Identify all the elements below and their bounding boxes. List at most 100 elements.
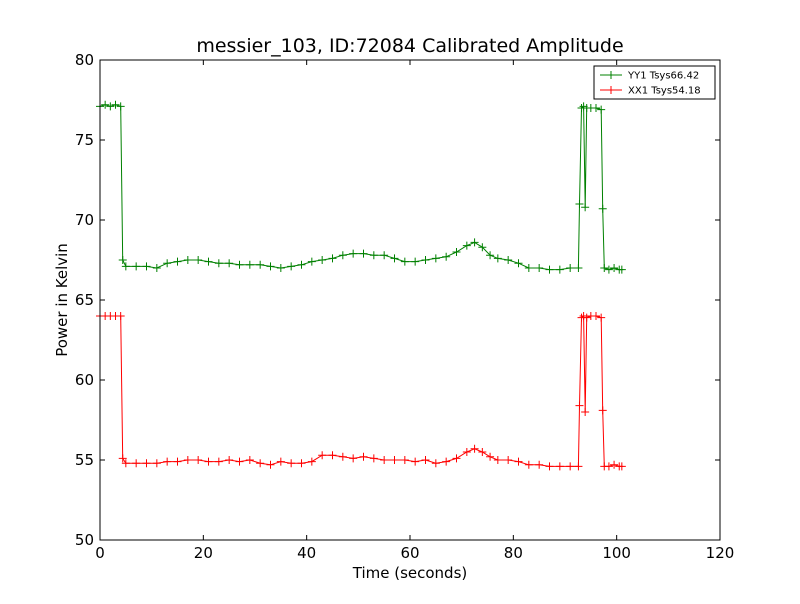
- data-point-marker: [256, 260, 265, 269]
- data-point-marker: [493, 254, 502, 263]
- data-point-marker: [545, 462, 554, 471]
- series-1: [96, 100, 626, 274]
- data-point-marker: [545, 265, 554, 274]
- data-point-marker: [575, 401, 584, 410]
- data-point-marker: [235, 260, 244, 269]
- y-tick-label: 50: [75, 531, 94, 549]
- data-point-marker: [359, 452, 368, 461]
- y-tick-label: 75: [75, 131, 94, 149]
- data-point-marker: [581, 203, 590, 212]
- data-point-marker: [380, 251, 389, 260]
- data-point-marker: [204, 457, 213, 466]
- data-point-marker: [276, 264, 285, 272]
- legend-marker: [607, 71, 615, 79]
- data-point-marker: [421, 456, 430, 464]
- data-point-marker: [338, 452, 347, 461]
- data-point-marker: [610, 264, 619, 272]
- data-point-marker: [225, 259, 234, 268]
- data-point-marker: [592, 104, 600, 112]
- data-point-marker: [142, 459, 151, 468]
- data-point-marker: [307, 457, 316, 466]
- axes-frame: [99, 59, 721, 541]
- data-point-marker: [535, 460, 544, 469]
- data-point-marker: [574, 264, 583, 272]
- y-tick-label: 60: [75, 371, 94, 389]
- data-point-marker: [349, 249, 358, 258]
- legend-items: YY1 Tsys66.42 XX1 Tsys54.18: [600, 71, 701, 97]
- data-point-marker: [349, 454, 358, 463]
- data-point-marker: [442, 252, 451, 261]
- legend-marker: [607, 86, 615, 94]
- data-point-marker: [442, 457, 451, 466]
- y-tick-label: 70: [75, 211, 94, 229]
- data-point-marker: [287, 459, 296, 468]
- x-tick-label: 40: [297, 544, 316, 562]
- x-tick-label: 0: [95, 544, 105, 562]
- data-point-marker: [297, 459, 306, 468]
- data-point-marker: [566, 264, 575, 272]
- data-point-marker: [617, 462, 626, 471]
- data-point-marker: [121, 262, 130, 271]
- data-point-marker: [431, 459, 440, 468]
- data-point-marker: [142, 262, 151, 271]
- data-point-marker: [604, 462, 613, 471]
- data-point-marker: [266, 262, 275, 271]
- data-point-marker: [524, 264, 533, 272]
- data-point-marker: [566, 462, 575, 471]
- data-point-marker: [307, 257, 316, 266]
- data-point-marker: [390, 254, 399, 263]
- data-point-marker: [328, 254, 337, 263]
- data-point-marker: [470, 238, 479, 247]
- x-axis-label: Time (seconds): [352, 564, 468, 582]
- data-point-marker: [111, 100, 120, 109]
- data-point-marker: [214, 259, 223, 268]
- data-point-marker: [582, 313, 591, 322]
- data-point-marker: [514, 457, 523, 466]
- y-tick-label: 55: [75, 451, 94, 469]
- data-point-marker: [152, 459, 161, 468]
- data-point-marker: [617, 265, 626, 274]
- data-point-marker: [183, 456, 192, 464]
- data-point-marker: [504, 256, 513, 264]
- data-point-marker: [245, 260, 254, 269]
- y-tick-label: 65: [75, 291, 94, 309]
- x-tick-label: 20: [194, 544, 213, 562]
- legend-box: [593, 65, 716, 100]
- data-point-marker: [598, 406, 607, 415]
- x-tick-label: 100: [602, 544, 631, 562]
- data-point-marker: [225, 456, 234, 464]
- data-point-marker: [514, 259, 523, 268]
- x-tick-label: 60: [400, 544, 419, 562]
- plot-area: [96, 100, 626, 471]
- data-point-marker: [173, 457, 182, 466]
- data-point-marker: [486, 251, 495, 260]
- legend-label: YY1 Tsys66.42: [627, 71, 699, 82]
- data-point-marker: [592, 312, 600, 320]
- data-point-marker: [400, 456, 409, 464]
- data-point-marker: [452, 248, 461, 256]
- data-point-marker: [369, 251, 378, 260]
- data-point-marker: [421, 256, 430, 264]
- data-point-marker: [287, 262, 296, 271]
- data-point-marker: [380, 456, 389, 464]
- data-point-marker: [524, 460, 533, 469]
- data-point-marker: [116, 102, 125, 111]
- y-axis-label: Power in Kelvin: [53, 243, 71, 357]
- data-point-marker: [101, 100, 110, 109]
- data-point-marker: [132, 262, 141, 271]
- legend: YY1 Tsys66.42 XX1 Tsys54.18: [593, 65, 716, 100]
- data-point-marker: [604, 265, 613, 274]
- data-point-marker: [411, 257, 420, 266]
- chart-title: messier_103, ID:72084 Calibrated Amplitu…: [196, 35, 623, 57]
- data-point-marker: [462, 448, 471, 456]
- data-point-marker: [297, 260, 306, 269]
- data-point-marker: [493, 456, 502, 464]
- data-point-marker: [194, 456, 203, 464]
- data-point-marker: [204, 257, 213, 266]
- data-point-marker: [600, 264, 609, 272]
- data-point-marker: [452, 454, 461, 463]
- data-point-marker: [575, 200, 584, 208]
- data-point-marker: [276, 457, 285, 466]
- series-2: [96, 312, 626, 471]
